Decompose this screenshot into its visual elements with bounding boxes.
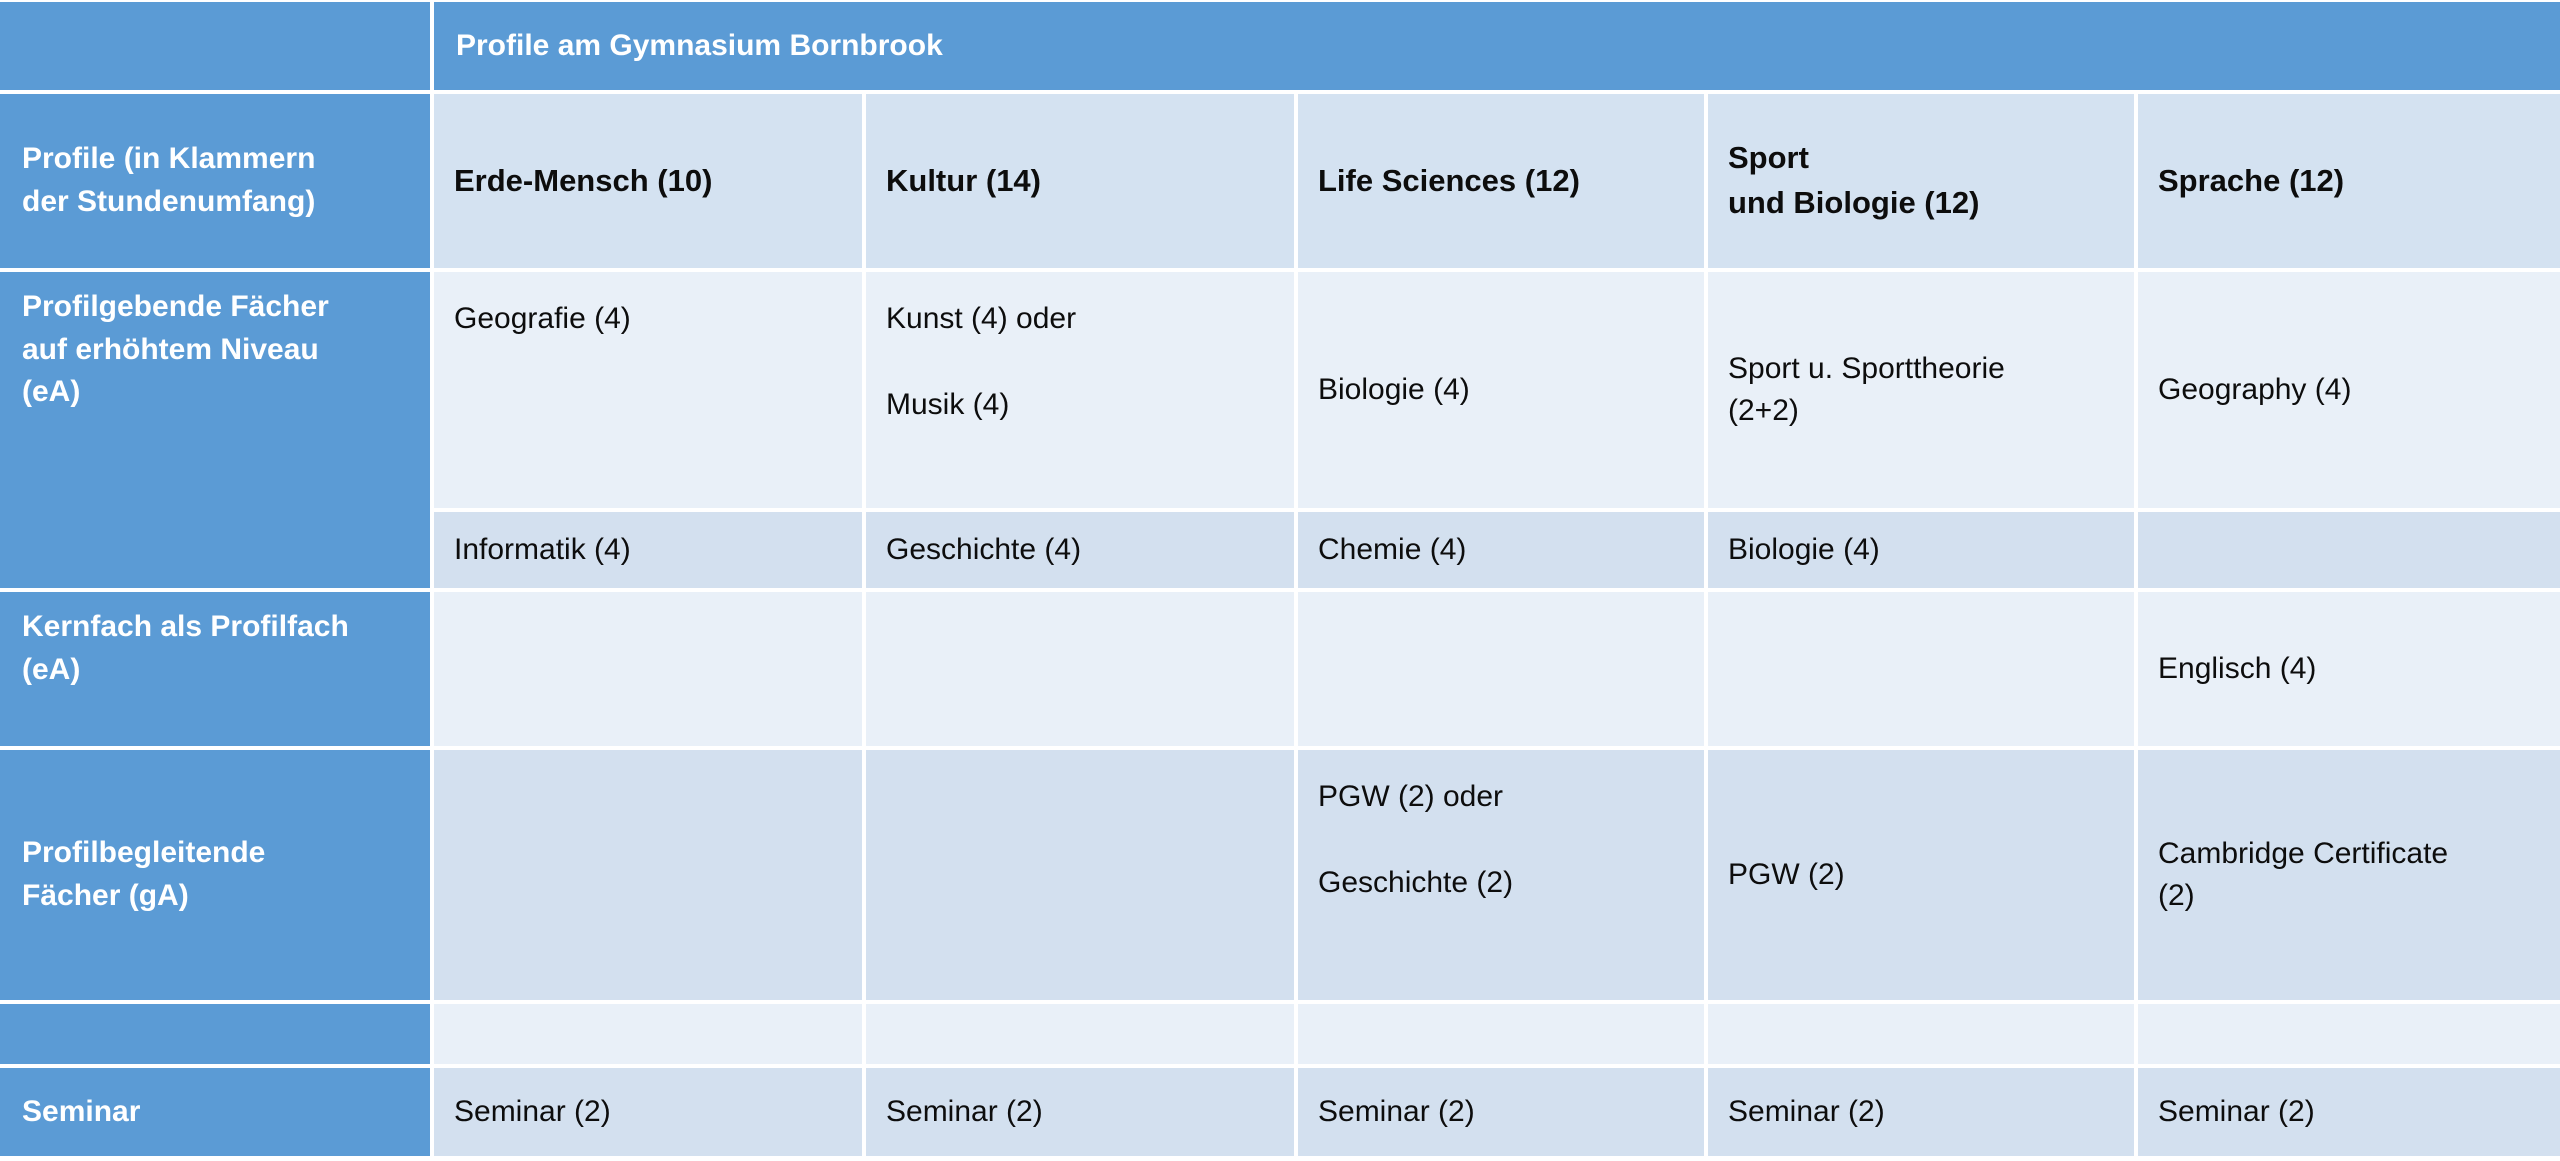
- row-header-title-line-2: der Stundenumfang): [22, 185, 316, 218]
- table-cell: Chemie (4): [1298, 512, 1704, 588]
- row-header-title: Profile (in Klammern der Stundenumfang): [0, 94, 430, 268]
- table-cell-empty: [1708, 592, 2134, 746]
- cell-line: Englisch (4): [2158, 652, 2317, 685]
- table-cell: Sport u. Sporttheorie (2+2): [1708, 272, 2134, 508]
- table-cell: Kunst (4) oder Musik (4): [866, 272, 1294, 508]
- table-cell: Seminar (2): [434, 1068, 862, 1156]
- column-header-erde-mensch: Erde-Mensch (10): [434, 94, 862, 268]
- table-cell-empty: [2138, 512, 2560, 588]
- row-label-profilbegleitende-faecher: Profilbegleitende Fächer (gA): [0, 750, 430, 1000]
- table-cell-empty: [434, 592, 862, 746]
- cell-line: Seminar (2): [1318, 1095, 1475, 1128]
- table-cell: Seminar (2): [866, 1068, 1294, 1156]
- row-label-kernfach-als-profilfach: Kernfach als Profilfach (eA): [0, 592, 430, 746]
- cell-line: Geschichte (2): [1318, 866, 1514, 899]
- cell-line: PGW (2): [1728, 858, 1845, 891]
- table-cell-empty: [866, 750, 1294, 1000]
- row-label-line: (eA): [22, 652, 81, 686]
- cell-line: Seminar (2): [1728, 1095, 1885, 1128]
- table-cell-empty: [1708, 1004, 2134, 1064]
- row-label-profilgebende-faecher: Profilgebende Fächer auf erhöhtem Niveau…: [0, 272, 430, 588]
- cell-line: Chemie (4): [1318, 533, 1467, 566]
- table-title: Profile am Gymnasium Bornbrook: [434, 2, 2560, 90]
- column-header-sprache: Sprache (12): [2138, 94, 2560, 268]
- table-cell: Seminar (2): [1708, 1068, 2134, 1156]
- table-cell-empty: [1298, 592, 1704, 746]
- column-header-life-sciences: Life Sciences (12): [1298, 94, 1704, 268]
- cell-line: Geography (4): [2158, 373, 2352, 406]
- cell-line: Kunst (4) oder: [886, 302, 1077, 335]
- row-label-line: auf erhöhtem Niveau: [22, 332, 319, 366]
- column-header-sport-und-biologie: Sport und Biologie (12): [1708, 94, 2134, 268]
- table-cell-empty: [866, 592, 1294, 746]
- column-header-kultur: Kultur (14): [866, 94, 1294, 268]
- row-label-line: Kernfach als Profilfach: [22, 610, 349, 643]
- cell-line: Geografie (4): [454, 302, 631, 335]
- column-header-line: Kultur (14): [886, 162, 1041, 198]
- row-label-line: Profilgebende Fächer: [22, 290, 329, 323]
- column-header-line: Erde-Mensch (10): [454, 162, 713, 198]
- table-cell-empty: [2138, 1004, 2560, 1064]
- table-cell-empty: [866, 1004, 1294, 1064]
- column-header-line: Sprache (12): [2158, 162, 2345, 198]
- row-header-title-line-1: Profile (in Klammern: [22, 142, 316, 176]
- row-label-line: (eA): [22, 375, 81, 409]
- cell-line: Informatik (4): [454, 533, 631, 566]
- table-corner-blank: [0, 2, 430, 90]
- column-header-line: und Biologie (12): [1728, 185, 1980, 220]
- row-label-seminar: Seminar: [0, 1068, 430, 1156]
- table-cell: Cambridge Certificate (2): [2138, 750, 2560, 1000]
- table-cell: Informatik (4): [434, 512, 862, 588]
- cell-line: Seminar (2): [886, 1095, 1043, 1128]
- cell-line: PGW (2) oder: [1318, 780, 1504, 813]
- row-label-spacer: [0, 1004, 430, 1064]
- table-title-text: Profile am Gymnasium Bornbrook: [456, 29, 943, 62]
- table-cell-empty: [434, 750, 862, 1000]
- table-cell: Geography (4): [2138, 272, 2560, 508]
- table-cell: Geschichte (4): [866, 512, 1294, 588]
- cell-line: (2): [2158, 879, 2195, 912]
- row-label-line: Fächer (gA): [22, 879, 189, 912]
- table-cell: Geografie (4): [434, 272, 862, 508]
- table-cell-empty: [434, 1004, 862, 1064]
- cell-line: Musik (4): [886, 388, 1010, 421]
- cell-line: Geschichte (4): [886, 533, 1082, 566]
- table-cell: PGW (2) oder Geschichte (2): [1298, 750, 1704, 1000]
- table-cell: Seminar (2): [1298, 1068, 1704, 1156]
- cell-line: Sport u. Sporttheorie: [1728, 352, 2005, 385]
- cell-line: Seminar (2): [454, 1095, 611, 1128]
- cell-line: Cambridge Certificate: [2158, 837, 2449, 870]
- table-cell-empty: [1298, 1004, 1704, 1064]
- table-cell: Seminar (2): [2138, 1068, 2560, 1156]
- table-cell: Biologie (4): [1298, 272, 1704, 508]
- cell-line: (2+2): [1728, 394, 1799, 427]
- table-cell: PGW (2): [1708, 750, 2134, 1000]
- cell-line: Biologie (4): [1318, 373, 1470, 406]
- table-cell: Englisch (4): [2138, 592, 2560, 746]
- row-label-line: Profilbegleitende: [22, 836, 266, 870]
- cell-line: Biologie (4): [1728, 533, 1880, 566]
- cell-line: Seminar (2): [2158, 1095, 2315, 1128]
- column-header-line: Life Sciences (12): [1318, 162, 1580, 198]
- column-header-line: Sport: [1728, 140, 1809, 176]
- table-cell: Biologie (4): [1708, 512, 2134, 588]
- row-label-line: Seminar: [22, 1094, 141, 1128]
